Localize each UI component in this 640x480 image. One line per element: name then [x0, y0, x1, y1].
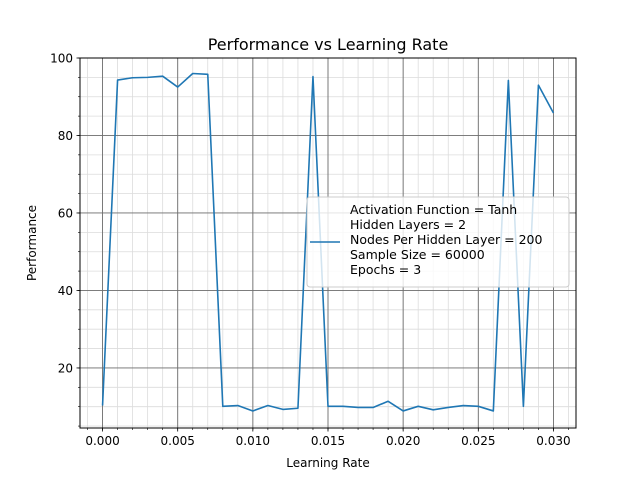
series-line	[101, 72, 555, 412]
series-layer	[101, 72, 555, 412]
legend-label-line: Nodes Per Hidden Layer = 200	[350, 232, 543, 247]
x-tick-label: 0.020	[386, 434, 420, 448]
chart-title: Performance vs Learning Rate	[208, 35, 449, 54]
x-axis-label: Learning Rate	[286, 456, 369, 470]
x-tick-label: 0.005	[161, 434, 195, 448]
y-tick-label: 40	[58, 284, 73, 298]
x-tick-label: 0.030	[536, 434, 570, 448]
x-tick-label: 0.010	[236, 434, 270, 448]
legend-label-line: Sample Size = 60000	[350, 247, 485, 262]
legend-box	[306, 196, 570, 288]
legend-label-line: Activation Function = Tanh	[350, 202, 517, 217]
y-tick-label: 20	[58, 361, 73, 375]
legend-label-line: Epochs = 3	[350, 262, 421, 277]
x-tick-label: 0.025	[461, 434, 495, 448]
y-tick-label: 100	[50, 52, 73, 66]
y-tick-label: 80	[58, 129, 73, 143]
legend: Activation Function = Tanh Hidden Layers …	[306, 196, 570, 288]
ticks-layer: 0.000 0.005 0.010 0.015 0.020 0.025 0.030 20 40 6…	[50, 52, 571, 449]
y-tick-label: 60	[58, 206, 73, 220]
x-tick-label: 0.000	[85, 434, 119, 448]
legend-label: Activation Function = Tanh Hidden Layers …	[350, 202, 543, 277]
x-tick-label: 0.015	[311, 434, 345, 448]
y-axis-label: Performance	[25, 205, 39, 281]
legend-label-line: Hidden Layers = 2	[350, 217, 466, 232]
